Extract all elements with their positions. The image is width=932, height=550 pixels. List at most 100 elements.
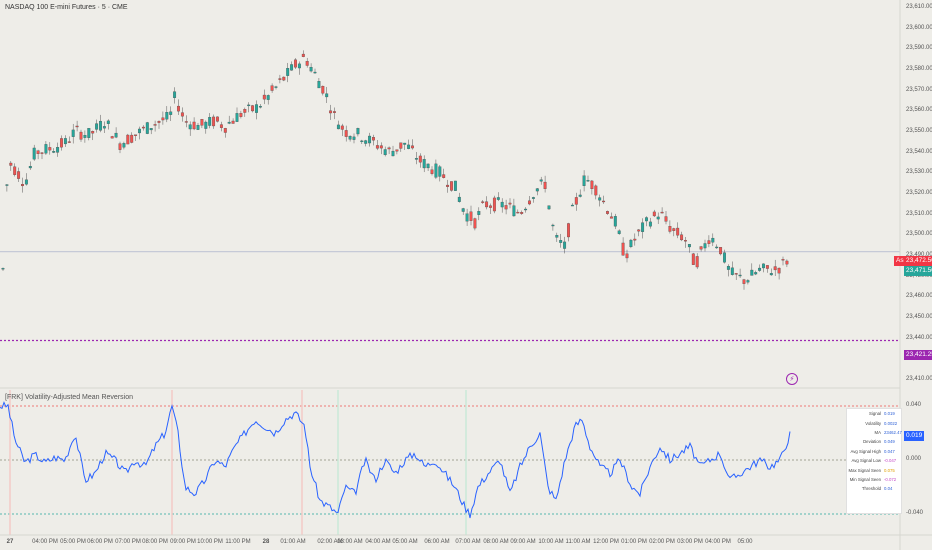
time-tick-label: 03:00 AM xyxy=(337,539,363,545)
candle xyxy=(36,149,40,160)
candle xyxy=(469,205,473,226)
stats-row: Avg Signal High 0.047 xyxy=(847,447,901,456)
price-pane[interactable] xyxy=(0,50,900,342)
candle xyxy=(746,279,750,285)
candle xyxy=(235,107,239,122)
candle xyxy=(262,89,266,105)
candle xyxy=(516,209,520,214)
candle xyxy=(664,210,668,225)
candle xyxy=(578,189,582,198)
candle xyxy=(621,237,625,256)
time-tick-label: 04:00 AM xyxy=(365,539,391,545)
candle xyxy=(192,117,196,131)
price-tick-label: 23,610.00 xyxy=(906,4,932,10)
candle xyxy=(528,196,531,206)
candle xyxy=(582,170,586,192)
time-tick-label: 10:00 PM xyxy=(197,539,223,545)
candle xyxy=(687,243,691,253)
candle xyxy=(145,121,149,135)
candle xyxy=(730,261,734,276)
candle xyxy=(17,167,21,182)
signal-band xyxy=(9,390,11,535)
time-tick-label: 02:00 AM xyxy=(317,539,343,545)
stats-label: MA xyxy=(874,429,881,435)
candle xyxy=(56,142,60,157)
candle xyxy=(543,175,547,193)
signal-band xyxy=(171,390,173,535)
candle xyxy=(633,233,637,246)
candle xyxy=(765,265,769,273)
candle xyxy=(485,196,489,210)
stats-label: Deviation xyxy=(863,439,881,445)
price-tick-label: 23,540.00 xyxy=(906,148,932,155)
candle xyxy=(785,259,789,268)
candle xyxy=(699,245,703,252)
candle xyxy=(44,141,48,155)
candle xyxy=(473,217,477,231)
price-tick-label: 23,530.00 xyxy=(906,169,932,176)
candle xyxy=(457,192,461,203)
candle xyxy=(290,61,294,71)
candle xyxy=(372,134,375,146)
candle xyxy=(333,107,336,120)
price-tick-label: 23,550.00 xyxy=(906,128,932,134)
candle xyxy=(317,78,321,89)
candle xyxy=(110,135,114,139)
candle xyxy=(60,135,63,151)
indicator-tick-label: -0.040 xyxy=(906,510,924,516)
candle xyxy=(586,175,590,182)
stats-label: Avg Signal High xyxy=(850,448,882,454)
candle xyxy=(188,121,192,136)
price-tick-label: 23,520.00 xyxy=(906,190,932,196)
candle xyxy=(652,209,656,218)
candle xyxy=(625,249,629,263)
candle xyxy=(352,133,356,144)
candle xyxy=(477,207,481,221)
stats-row: Min Signal Seen -0.072 xyxy=(847,475,901,484)
candle xyxy=(223,127,227,138)
candle xyxy=(149,128,153,135)
price-tick-label: 23,580.00 xyxy=(906,66,932,72)
candle xyxy=(270,83,274,93)
stats-table: Signal 0.019 Volatility 0.0022 MA 23462.47 Dev… xyxy=(846,408,902,514)
price-tick-label: 23,590.00 xyxy=(906,45,932,52)
candle xyxy=(106,119,110,130)
candle xyxy=(508,198,512,209)
candle xyxy=(500,198,504,213)
lightning-icon[interactable]: ⚡ xyxy=(786,373,798,385)
candle xyxy=(660,207,664,214)
stats-row: MA 23462.47 xyxy=(847,428,902,437)
stats-value: -0.072 xyxy=(884,476,897,482)
candle xyxy=(227,115,231,125)
time-tick-label: 06:00 PM xyxy=(87,539,113,545)
candle xyxy=(613,213,617,230)
candle xyxy=(321,85,325,96)
candle xyxy=(442,168,446,179)
candle xyxy=(606,210,609,215)
candle xyxy=(563,236,567,254)
candle xyxy=(196,122,200,130)
candle xyxy=(524,207,528,213)
ask-price-badge: 23,472.50 xyxy=(904,256,932,266)
candle xyxy=(465,208,469,226)
stats-row: Volatility 0.0022 xyxy=(847,418,901,427)
time-tick-label: 01:00 PM xyxy=(621,539,647,545)
candle xyxy=(247,102,251,113)
candle xyxy=(411,139,414,150)
candle xyxy=(629,238,633,249)
indicator-pane[interactable] xyxy=(0,390,900,535)
candle xyxy=(570,203,574,207)
candle xyxy=(344,125,348,142)
candle xyxy=(336,120,340,130)
price-tick-label: 23,410.00 xyxy=(906,376,932,382)
candle xyxy=(512,198,516,217)
time-tick-label: 08:00 PM xyxy=(142,539,168,545)
candle xyxy=(438,164,442,182)
candle xyxy=(83,130,87,143)
indicator-tick-label: 0.040 xyxy=(906,402,922,408)
candle xyxy=(200,118,204,129)
stats-value: 0.049 xyxy=(884,439,895,445)
candle xyxy=(325,86,329,103)
candle xyxy=(492,195,496,214)
